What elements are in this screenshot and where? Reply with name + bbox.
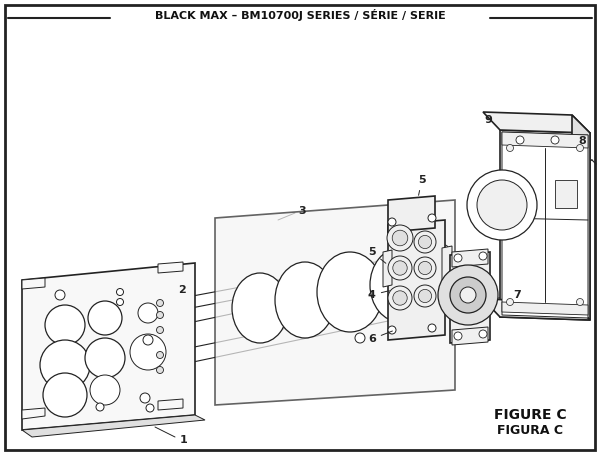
Polygon shape [502,302,588,315]
Polygon shape [388,220,445,340]
Circle shape [516,136,524,144]
Ellipse shape [232,273,288,343]
Circle shape [454,254,462,262]
Circle shape [479,252,487,260]
Circle shape [157,366,163,374]
Polygon shape [388,196,435,232]
Circle shape [90,375,120,405]
Polygon shape [22,408,45,419]
Circle shape [442,245,448,251]
Circle shape [388,218,396,226]
Circle shape [88,301,122,335]
Circle shape [577,145,583,152]
Circle shape [157,352,163,359]
Circle shape [355,333,365,343]
Circle shape [414,231,436,253]
Text: 2: 2 [178,285,186,295]
Circle shape [438,265,498,325]
Circle shape [428,324,436,332]
Polygon shape [502,132,588,318]
Circle shape [157,299,163,307]
Bar [555,180,577,208]
Circle shape [442,305,448,311]
Text: 4: 4 [368,290,389,300]
Circle shape [140,393,150,403]
Circle shape [388,326,396,334]
Circle shape [577,298,583,305]
Polygon shape [452,249,488,267]
Circle shape [157,312,163,318]
Circle shape [460,287,476,303]
Polygon shape [22,415,205,437]
Circle shape [450,277,486,313]
Circle shape [143,335,153,345]
Polygon shape [483,299,590,320]
Circle shape [116,288,124,295]
Circle shape [56,306,64,314]
Circle shape [138,303,158,323]
Circle shape [442,255,448,261]
Polygon shape [158,262,183,273]
Text: 5: 5 [368,247,386,263]
Text: 3: 3 [298,206,305,216]
Polygon shape [22,263,195,430]
Circle shape [477,180,527,230]
Polygon shape [500,130,590,320]
Circle shape [55,290,65,300]
Circle shape [393,261,407,275]
Circle shape [506,298,514,305]
Ellipse shape [275,262,335,338]
Circle shape [388,286,412,310]
Circle shape [387,225,413,251]
Polygon shape [383,250,392,287]
Polygon shape [555,155,578,178]
Circle shape [392,230,408,246]
Text: FIGURE C: FIGURE C [494,408,566,422]
Text: 5: 5 [418,175,425,195]
Circle shape [40,340,90,390]
Polygon shape [442,246,452,284]
Circle shape [393,291,407,305]
Polygon shape [215,200,455,405]
Circle shape [130,334,166,370]
Circle shape [388,256,412,280]
Bar [558,158,575,174]
Polygon shape [450,252,490,343]
Circle shape [43,373,87,417]
Text: 9: 9 [484,115,492,125]
Circle shape [418,235,431,248]
Polygon shape [158,399,183,410]
Text: 6: 6 [368,331,392,344]
Circle shape [467,170,537,240]
Circle shape [45,305,85,345]
Text: 8: 8 [578,136,586,146]
Polygon shape [452,327,488,345]
Polygon shape [502,132,588,148]
Text: 1: 1 [180,435,188,445]
Circle shape [479,330,487,338]
Polygon shape [572,115,590,320]
Circle shape [442,292,448,298]
Circle shape [454,332,462,340]
Circle shape [551,136,559,144]
Ellipse shape [317,252,383,332]
Text: 7: 7 [513,290,521,300]
Circle shape [442,265,448,271]
Ellipse shape [370,248,430,322]
Circle shape [146,404,154,412]
Circle shape [157,327,163,334]
Circle shape [96,403,104,411]
Text: BLACK MAX – BM10700J SERIES / SÉRIE / SERIE: BLACK MAX – BM10700J SERIES / SÉRIE / SE… [155,9,445,21]
Polygon shape [22,278,45,289]
Circle shape [116,298,124,305]
Polygon shape [483,112,590,133]
Circle shape [418,262,431,275]
Circle shape [414,257,436,279]
Circle shape [428,214,436,222]
Circle shape [418,289,431,303]
Circle shape [85,338,125,378]
Circle shape [414,285,436,307]
Text: FIGURA C: FIGURA C [497,424,563,436]
Circle shape [506,145,514,152]
